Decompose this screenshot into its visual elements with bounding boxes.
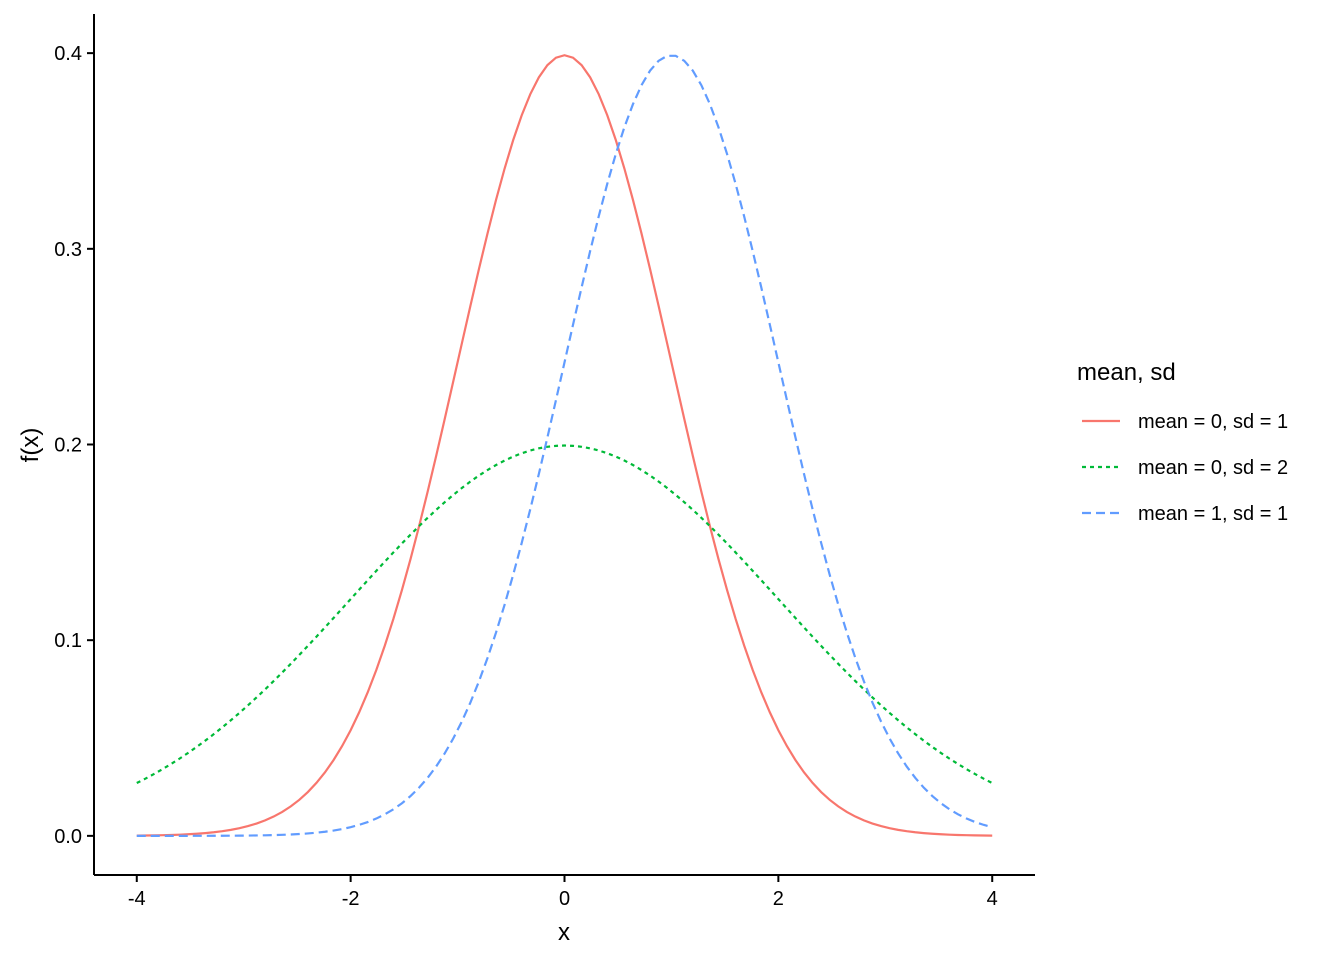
- plot-lines: [136, 54, 993, 837]
- legend-label-2: mean = 0, sd = 2: [1138, 457, 1288, 479]
- legend-title: mean, sd: [1077, 359, 1176, 386]
- legend-label-3: mean = 1, sd = 1: [1138, 503, 1288, 525]
- legend-items: mean = 0, sd = 1 mean = 0, sd = 2 mean = 1…: [1082, 411, 1288, 525]
- x-tick-label: 0: [559, 888, 570, 910]
- x-tick-label: 2: [773, 888, 784, 910]
- x-ticks: -4 -2 0 2 4: [128, 875, 998, 910]
- series-line-3: [136, 54, 993, 837]
- series-line-2: [136, 444, 993, 785]
- y-tick-label: 0.1: [54, 630, 82, 652]
- y-tick-label: 0.3: [54, 239, 82, 261]
- y-axis-title: f(x): [17, 428, 44, 463]
- y-tick-label: 0.4: [54, 43, 82, 65]
- x-tick-label: -2: [342, 888, 360, 910]
- series-line-1: [136, 54, 993, 837]
- y-tick-label: 0.2: [54, 435, 82, 457]
- y-ticks: 0.0 0.1 0.2 0.3 0.4: [54, 43, 94, 848]
- legend-label-1: mean = 0, sd = 1: [1138, 411, 1288, 433]
- x-tick-label: -4: [128, 888, 146, 910]
- y-tick-label: 0.0: [54, 826, 82, 848]
- x-axis-title: x: [558, 919, 570, 946]
- x-tick-label: 4: [987, 888, 998, 910]
